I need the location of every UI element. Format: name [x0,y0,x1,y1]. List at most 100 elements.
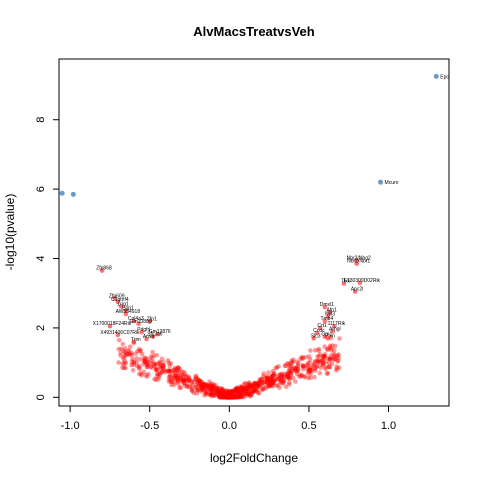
data-point [315,359,321,365]
data-point [124,352,130,357]
data-point [218,390,224,395]
data-point [306,368,311,373]
data-point [221,395,226,400]
data-point [216,393,221,398]
data-point [214,388,220,393]
data-point [226,393,232,399]
data-point [227,389,232,395]
data-point [183,374,189,379]
data-point [335,358,341,364]
data-point [244,393,249,399]
data-point [276,376,282,381]
data-point [324,371,330,377]
data-point [327,356,332,361]
data-point [202,386,208,392]
data-point [181,381,187,386]
data-point [209,384,215,390]
data-point [153,367,159,373]
data-point [296,361,301,366]
data-point [305,375,311,381]
data-point [293,365,299,371]
data-point [228,392,233,398]
data-point [214,389,220,394]
data-point [210,386,215,392]
data-point [334,353,340,358]
data-point [223,393,229,398]
data-point [238,393,243,398]
data-point [222,395,227,400]
data-point [253,381,258,387]
data-point [264,380,270,385]
data-point [252,388,257,393]
data-point [216,389,222,395]
point-label: Slc2a6 [147,332,163,338]
data-point [226,395,231,400]
data-point [211,390,216,396]
data-point [227,389,233,395]
data-point [160,363,166,368]
data-point [235,389,241,395]
data-point [225,395,230,400]
data-point [200,382,206,388]
data-point [227,389,232,395]
data-point [201,384,206,389]
data-point [226,395,232,400]
data-point [233,386,239,392]
data-point [240,388,246,393]
data-point [210,381,216,387]
data-point [299,373,305,378]
data-point [205,383,210,389]
data-point [216,389,222,395]
point-label: Trim [131,337,141,343]
data-point [211,383,217,389]
point-label: Gm12876 [149,329,171,335]
data-point [122,353,128,359]
data-point [171,375,176,381]
data-point [332,356,338,362]
data-point [251,383,256,389]
data-point [224,395,230,400]
data-point [121,365,127,371]
data-point [200,385,205,391]
data-point [226,394,231,400]
data-point [227,393,233,398]
data-point [228,395,234,400]
data-point [237,390,243,396]
data-point [301,366,306,372]
point-label: X4931406C07Rik [100,330,140,336]
data-point [243,386,249,391]
data-point [116,360,121,365]
data-point [137,348,143,354]
data-point [236,395,242,400]
data-point [248,389,253,395]
data-point [268,382,273,388]
data-point [266,380,272,386]
data-point [251,384,256,389]
data-point [308,365,313,371]
data-point [190,388,195,394]
data-point [280,381,286,386]
data-point [231,395,236,400]
data-point [289,358,294,364]
data-point [178,375,183,381]
data-point [207,392,213,398]
data-point [126,348,132,353]
point-label: Epc [440,74,449,80]
data-point [250,389,256,395]
data-point [333,343,338,349]
data-point [144,361,149,367]
data-point [139,373,144,378]
data-point [254,388,260,394]
data-point [226,390,231,396]
data-point [160,365,166,371]
data-point [217,395,222,400]
data-point [123,350,128,356]
data-point [329,361,335,366]
data-point [200,385,205,390]
data-point [288,371,294,376]
data-point [218,393,223,398]
data-point [203,390,209,396]
data-point [234,389,240,394]
data-point [269,383,274,389]
labeled-point [115,299,121,305]
